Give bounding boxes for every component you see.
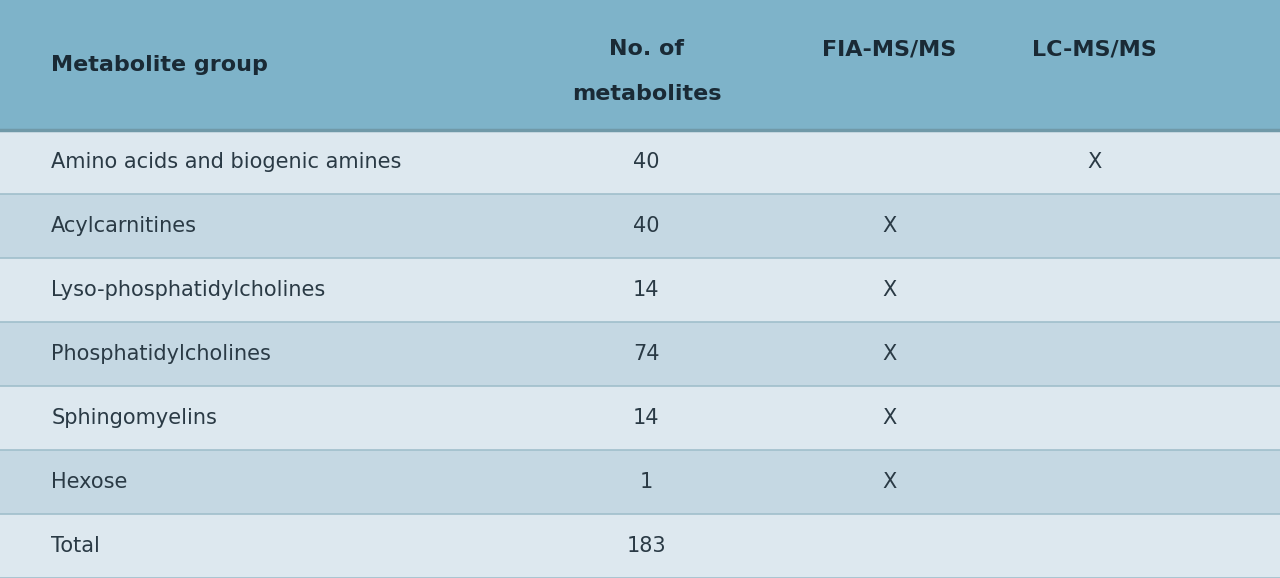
Text: No. of: No. of xyxy=(609,39,684,60)
Text: Acylcarnitines: Acylcarnitines xyxy=(51,216,197,236)
Text: Hexose: Hexose xyxy=(51,472,128,492)
Bar xyxy=(0,194,1280,258)
Bar xyxy=(0,322,1280,386)
Text: X: X xyxy=(882,280,897,300)
Text: 40: 40 xyxy=(634,216,659,236)
Text: Metabolite group: Metabolite group xyxy=(51,55,268,75)
Text: X: X xyxy=(882,344,897,364)
Bar xyxy=(0,258,1280,322)
Text: Amino acids and biogenic amines: Amino acids and biogenic amines xyxy=(51,152,402,172)
Text: Phosphatidylcholines: Phosphatidylcholines xyxy=(51,344,271,364)
Text: X: X xyxy=(1087,152,1102,172)
Text: 14: 14 xyxy=(634,280,659,300)
Text: Lyso-phosphatidylcholines: Lyso-phosphatidylcholines xyxy=(51,280,325,300)
Text: X: X xyxy=(882,216,897,236)
Text: 74: 74 xyxy=(634,344,659,364)
Bar xyxy=(0,450,1280,514)
Text: 40: 40 xyxy=(634,152,659,172)
Text: 14: 14 xyxy=(634,408,659,428)
Text: Total: Total xyxy=(51,536,100,556)
Bar xyxy=(0,130,1280,194)
Text: Sphingomyelins: Sphingomyelins xyxy=(51,408,218,428)
Text: X: X xyxy=(882,408,897,428)
Bar xyxy=(0,0,1280,130)
Text: FIA-MS/MS: FIA-MS/MS xyxy=(823,39,956,60)
Bar xyxy=(0,386,1280,450)
Text: 1: 1 xyxy=(640,472,653,492)
Text: 183: 183 xyxy=(627,536,666,556)
Bar xyxy=(0,514,1280,578)
Text: LC-MS/MS: LC-MS/MS xyxy=(1032,39,1157,60)
Text: X: X xyxy=(882,472,897,492)
Text: metabolites: metabolites xyxy=(572,84,721,103)
